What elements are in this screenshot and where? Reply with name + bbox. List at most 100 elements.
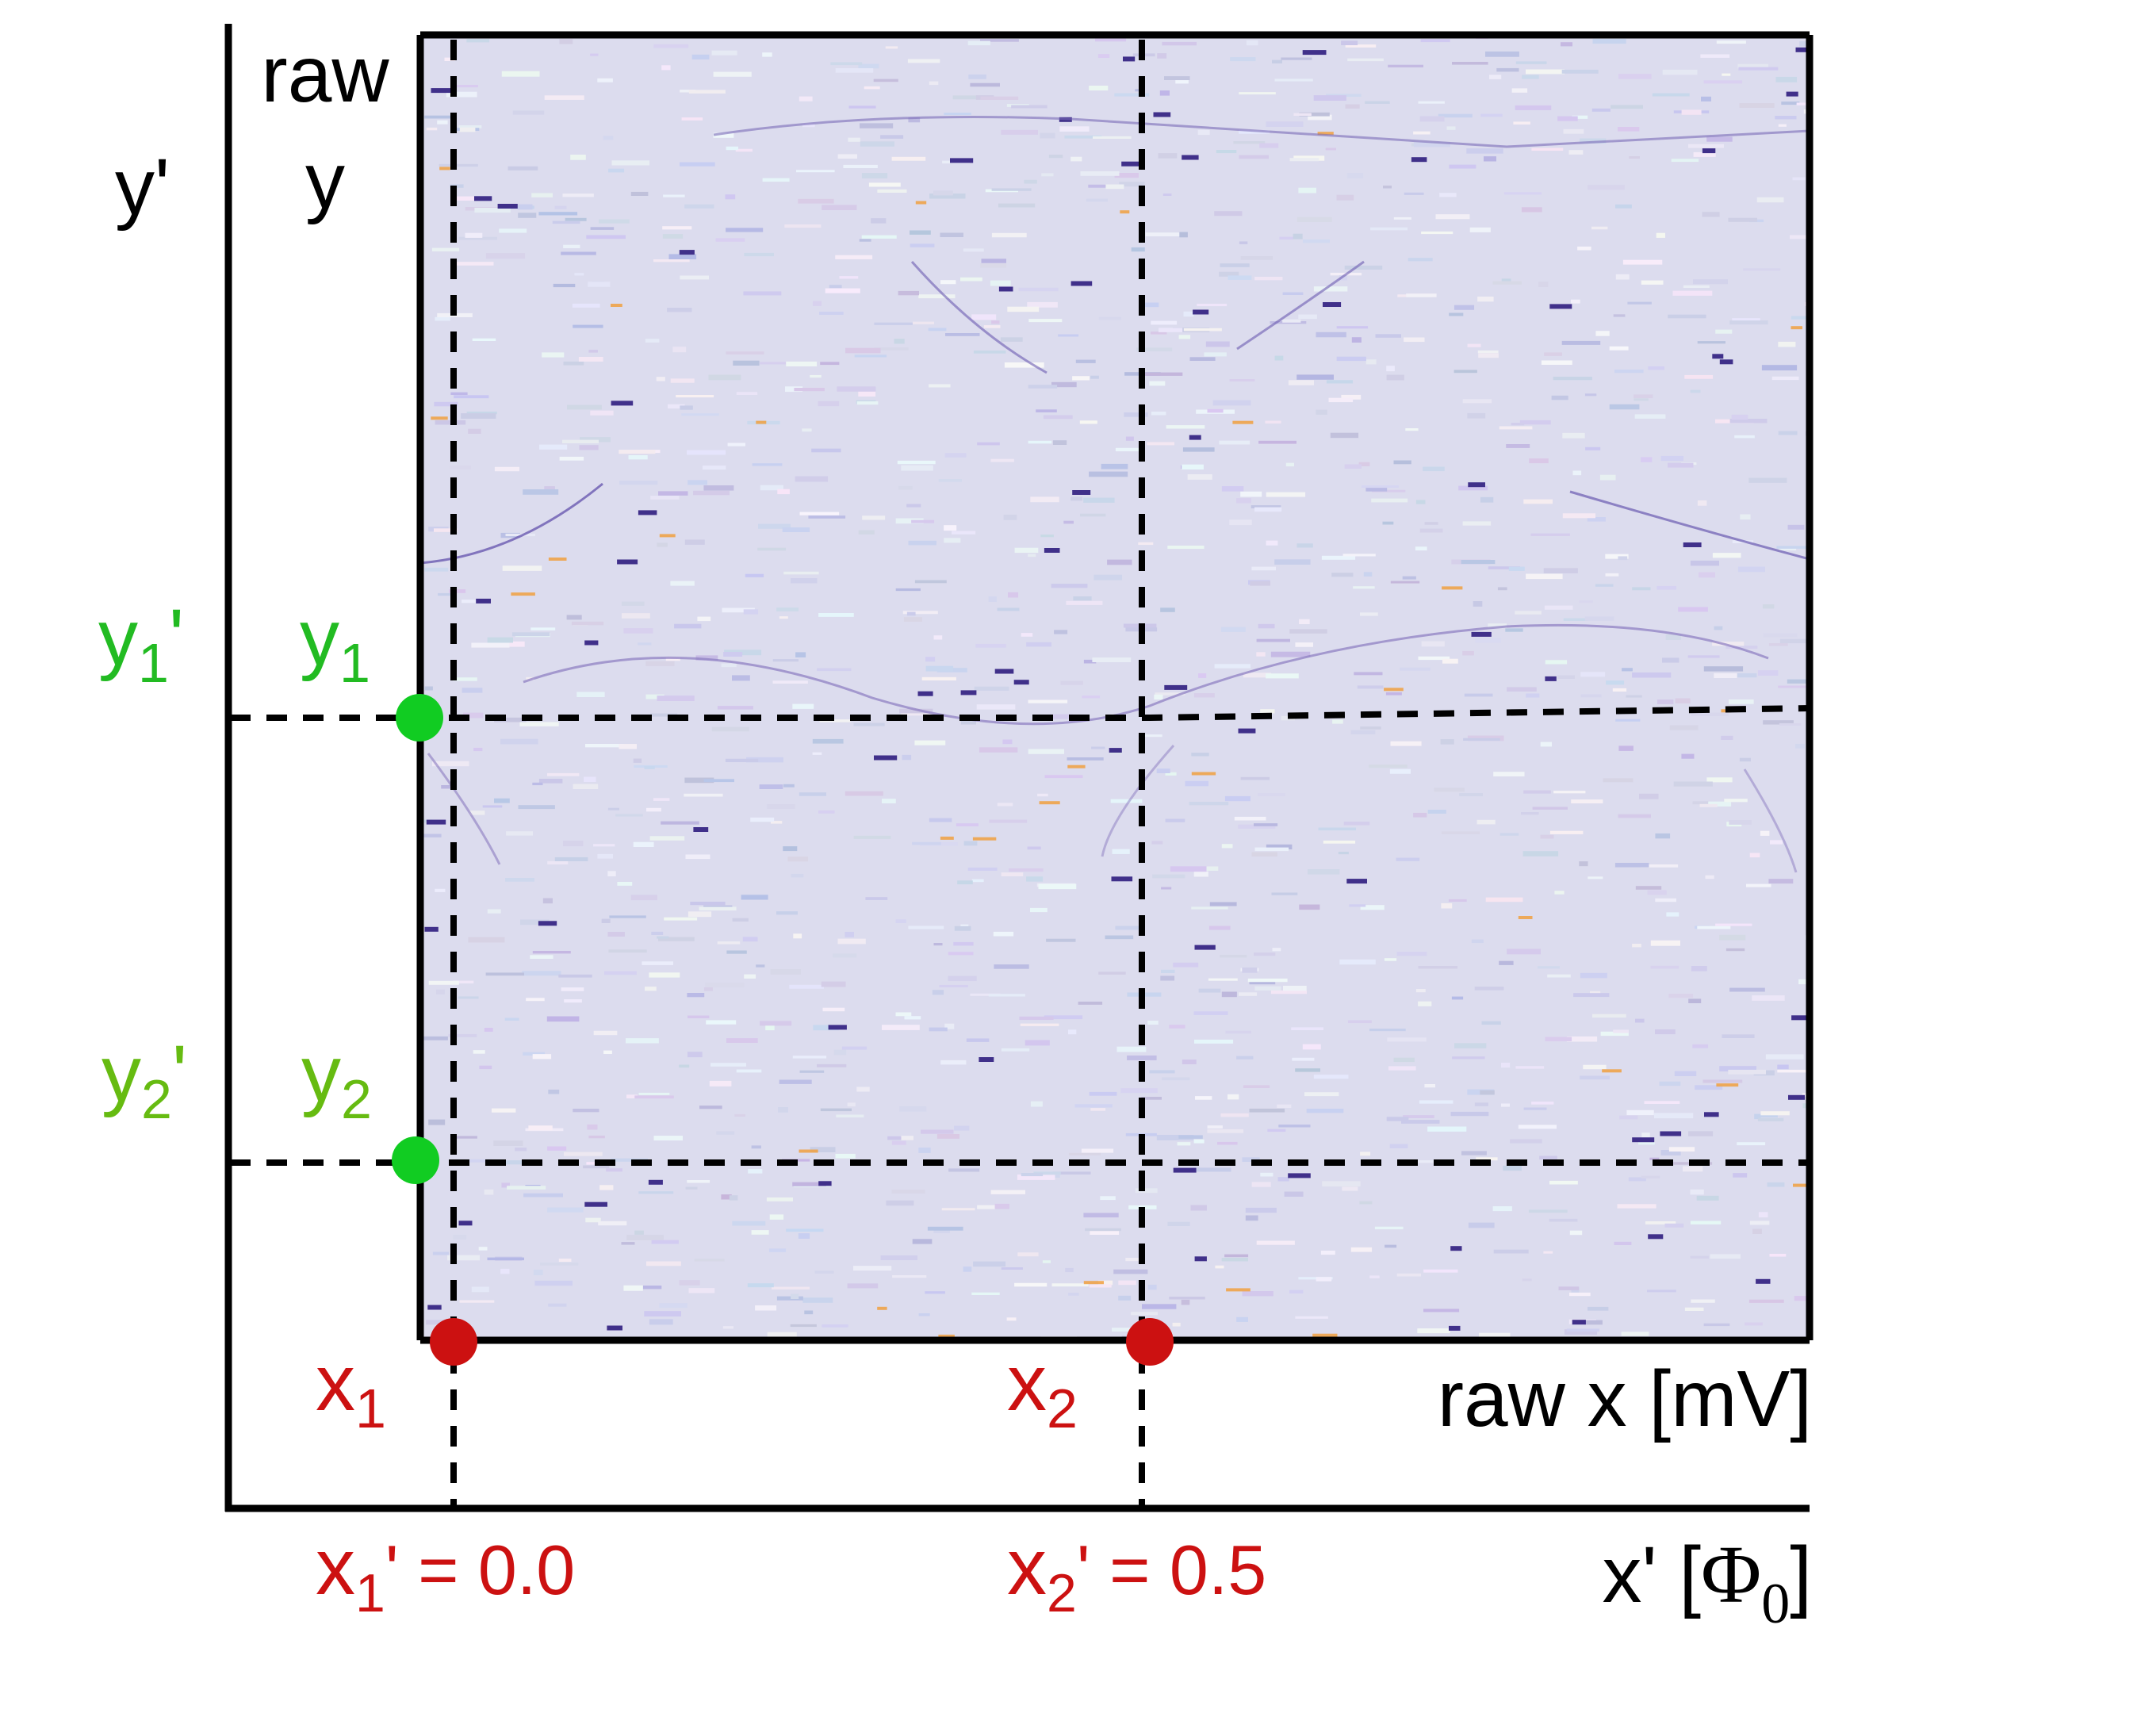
noise-streak xyxy=(713,132,734,138)
noise-streak xyxy=(752,463,783,466)
noise-streak xyxy=(1040,535,1054,538)
orange-point xyxy=(1120,210,1130,214)
noise-streak xyxy=(751,1230,769,1235)
noise-streak xyxy=(1462,650,1474,656)
heatmap-features xyxy=(420,116,1810,873)
noise-streak xyxy=(974,686,1009,691)
noise-streak xyxy=(1214,211,1243,217)
noise-streak xyxy=(1719,934,1746,941)
noise-streak xyxy=(813,301,822,306)
noise-streak xyxy=(1669,725,1699,730)
noise-streak xyxy=(585,1217,601,1223)
noise-streak xyxy=(1401,1120,1440,1124)
noise-streak xyxy=(1777,1064,1789,1070)
noise-streak xyxy=(1336,326,1369,329)
noise-streak xyxy=(938,479,962,482)
noise-streak xyxy=(1566,1036,1598,1042)
noise-streak xyxy=(1420,39,1450,43)
noise-streak xyxy=(687,911,712,918)
noise-streak xyxy=(626,1235,664,1240)
noise-streak xyxy=(563,841,584,847)
noise-streak xyxy=(1220,954,1247,958)
noise-streak xyxy=(912,841,941,845)
noise-streak xyxy=(812,752,822,755)
noise-streak xyxy=(841,1046,868,1050)
noise-streak xyxy=(1513,121,1530,125)
noise-streak xyxy=(1242,968,1258,973)
noise-streak xyxy=(1442,658,1458,664)
noise-streak xyxy=(528,1125,553,1131)
noise-streak xyxy=(1155,692,1185,696)
noise-streak xyxy=(517,204,533,210)
noise-streak xyxy=(1313,95,1346,101)
noise-streak xyxy=(1400,667,1431,671)
noise-streak xyxy=(1515,1066,1545,1069)
noise-streak xyxy=(1421,231,1454,235)
noise-streak xyxy=(994,1203,1009,1209)
noise-streak xyxy=(1198,988,1221,993)
noise-streak xyxy=(1272,59,1282,63)
noise-streak xyxy=(1441,902,1453,909)
noise-streak xyxy=(471,642,510,648)
noise-streak xyxy=(1091,746,1105,749)
raw-axes-frame xyxy=(416,31,1814,1344)
noise-streak xyxy=(762,178,790,182)
noise-streak xyxy=(1059,126,1090,132)
noise-streak xyxy=(792,703,814,709)
dark-point xyxy=(424,926,439,932)
noise-streak xyxy=(1413,142,1450,148)
noise-streak xyxy=(1323,840,1356,844)
noise-streak xyxy=(1691,712,1729,717)
noise-streak xyxy=(877,189,907,193)
noise-streak xyxy=(456,1136,477,1139)
noise-streak xyxy=(1030,907,1048,913)
noise-streak xyxy=(658,937,695,941)
noise-streak xyxy=(1151,841,1163,845)
noise-streak xyxy=(1388,1066,1416,1071)
orange-point xyxy=(1716,1083,1739,1087)
noise-streak xyxy=(1345,44,1377,48)
noise-streak xyxy=(507,166,538,171)
noise-streak xyxy=(1058,334,1079,337)
noise-streak xyxy=(492,1108,516,1113)
orange-point xyxy=(1232,420,1254,424)
noise-streak xyxy=(874,322,913,325)
noise-streak xyxy=(948,1168,980,1172)
dark-point xyxy=(1791,1015,1810,1021)
noise-streak xyxy=(554,205,567,209)
noise-streak xyxy=(944,525,957,531)
noise-streak xyxy=(1641,280,1664,285)
noise-streak xyxy=(1229,519,1252,526)
noise-streak xyxy=(561,987,584,991)
noise-streak xyxy=(1795,743,1805,749)
noise-streak xyxy=(1641,1132,1650,1138)
noise-streak xyxy=(759,784,783,789)
y1-point xyxy=(396,694,443,742)
noise-streak xyxy=(1191,906,1228,910)
noise-streak xyxy=(1151,320,1178,325)
noise-streak xyxy=(1728,217,1757,222)
noise-streak xyxy=(818,810,835,814)
noise-streak xyxy=(597,78,613,82)
noise-streak xyxy=(638,1092,670,1095)
noise-streak xyxy=(1568,150,1584,155)
noise-streak xyxy=(1609,346,1629,351)
noise-streak xyxy=(1266,121,1304,127)
noise-streak xyxy=(906,611,916,616)
noise-streak xyxy=(858,63,879,69)
dark-point xyxy=(1288,1173,1311,1178)
noise-streak xyxy=(902,754,912,761)
noise-streak xyxy=(588,1135,605,1139)
noise-streak xyxy=(1549,1218,1578,1222)
dark-point xyxy=(979,1057,994,1062)
noise-streak xyxy=(1351,337,1362,343)
noise-streak xyxy=(741,895,768,900)
noise-streak xyxy=(1424,522,1438,525)
noise-streak xyxy=(1618,74,1652,79)
orange-point xyxy=(1317,132,1334,136)
noise-streak xyxy=(1622,668,1633,672)
noise-streak xyxy=(760,1021,792,1026)
noise-streak xyxy=(1332,719,1343,724)
noise-streak xyxy=(1388,64,1423,67)
noise-streak xyxy=(1344,464,1362,469)
